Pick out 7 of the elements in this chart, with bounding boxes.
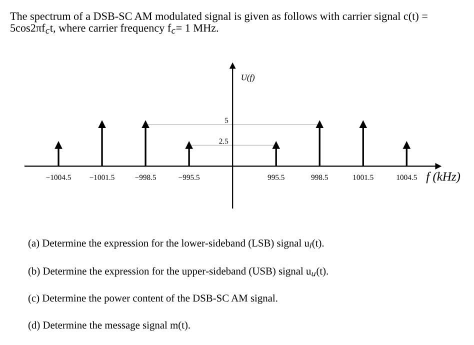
chart-title: The spectrum of a DSB-SC AM modulated signal is given as follows with carrier signal c(t) = 5cos2πf$_{c}$t, where carrier frequency f$_{c}$= 1 MHz. [10, 12, 428, 34]
y-axis-title: U(f) [242, 74, 255, 82]
text: (d) Determine the message signal m(t). [28, 321, 190, 331]
text: (b) Determine the expression for the upper-sideband (USB) signal u$_{u}$(t). [28, 267, 328, 277]
text: (a) Determine the expression for the lower-sideband (LSB) signal u$_{l}$(t). [28, 239, 324, 249]
x-axis-title: f (kHz) [426, 172, 460, 184]
text: (c) Determine the power content of the DSB-SC AM signal. [28, 294, 278, 304]
